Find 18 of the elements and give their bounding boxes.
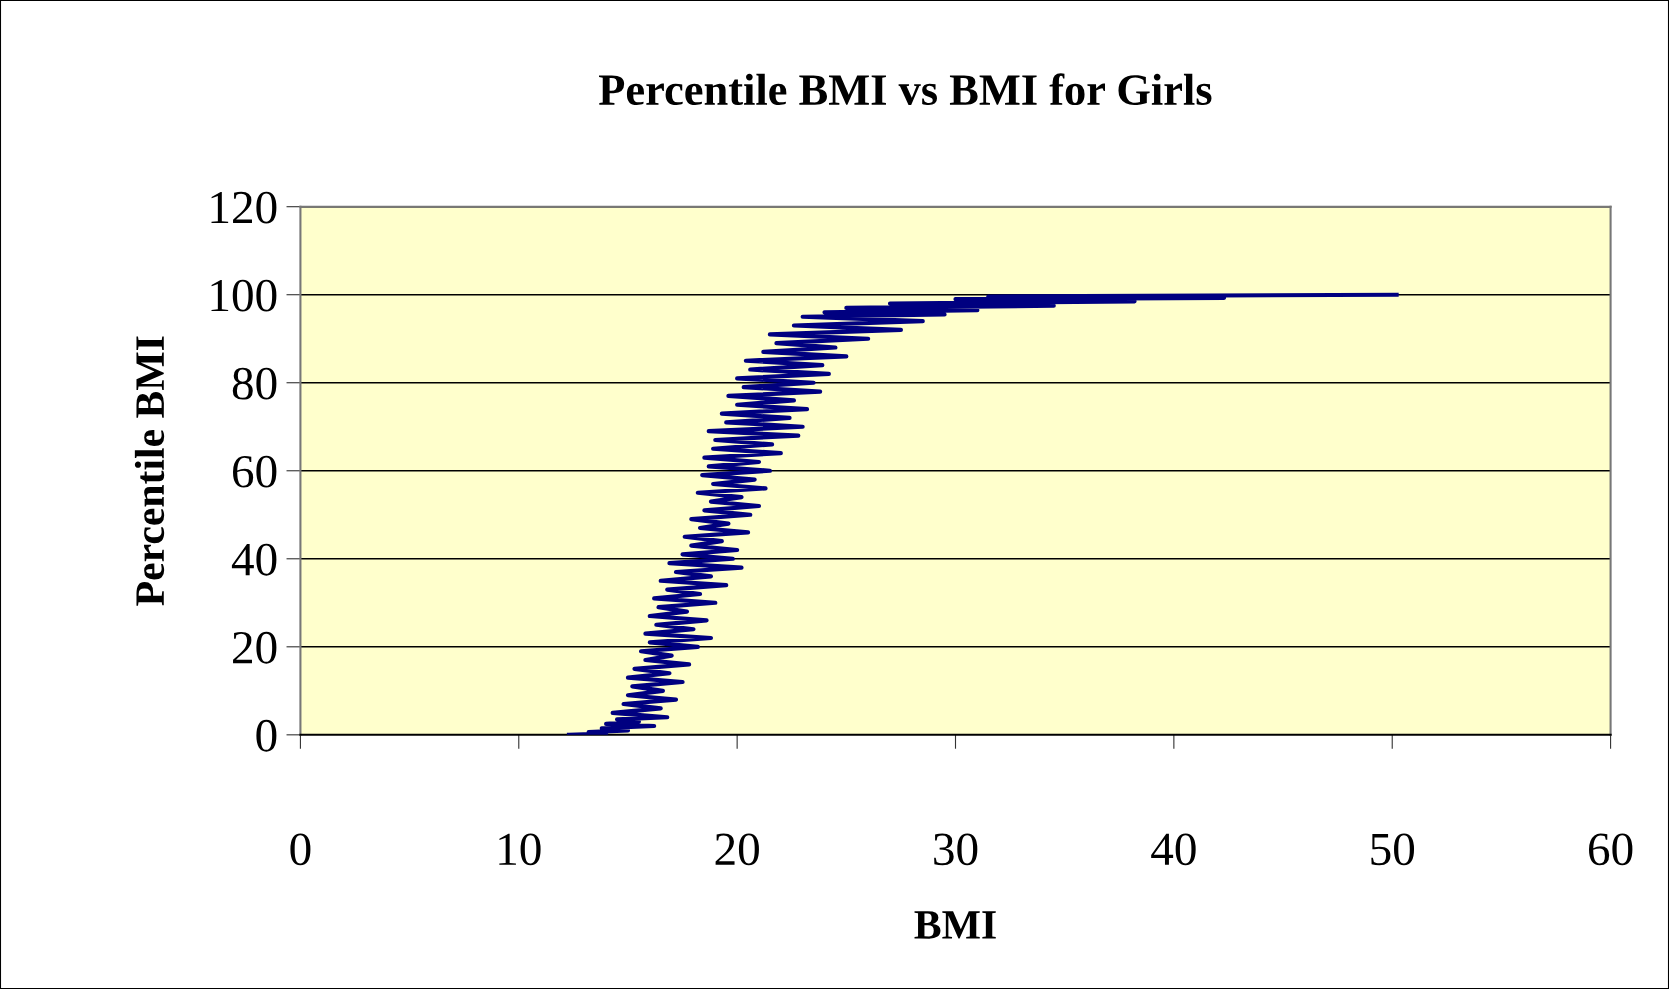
y-tick-label: 0 (256, 719, 277, 752)
x-tick-label: 40 (1151, 833, 1196, 866)
y-tick-label: 40 (231, 543, 277, 576)
x-tick-label: 10 (499, 833, 541, 866)
x-tick-label: 50 (1371, 833, 1415, 866)
x-axis-title: BMI (914, 911, 996, 939)
y-axis-title: Percentile BMI (134, 336, 165, 606)
x-tick-label: 0 (290, 833, 311, 866)
x-tick-label: 30 (934, 833, 978, 866)
line-series (566, 292, 1399, 735)
x-tick-label: 20 (715, 833, 759, 866)
y-tick-label: 100 (211, 279, 277, 312)
x-tick-label: 60 (1589, 833, 1633, 866)
y-tick-label: 80 (232, 367, 277, 400)
y-tick-label: 60 (233, 455, 277, 488)
y-tick-label: 20 (233, 631, 277, 664)
y-tick-label: 120 (211, 191, 277, 224)
chart-title: Percentile BMI vs BMI for Girls (599, 73, 1212, 106)
